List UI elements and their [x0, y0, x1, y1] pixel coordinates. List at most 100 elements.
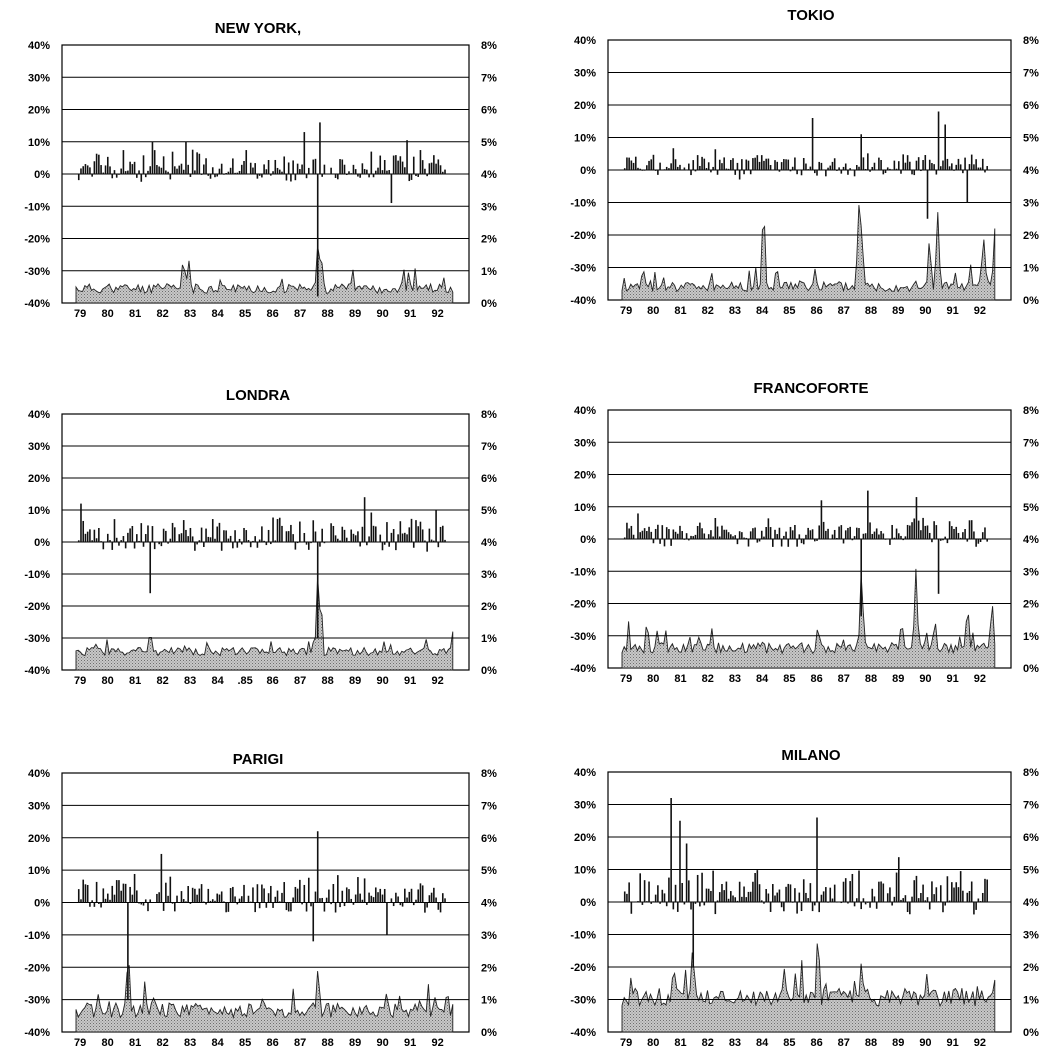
- x-tick-label: 85: [783, 305, 795, 317]
- right-tick-label: 0%: [1023, 295, 1039, 307]
- x-tick-label: 89: [892, 673, 904, 685]
- x-tick-label: 80: [102, 1037, 114, 1047]
- right-tick-label: 8%: [1023, 767, 1039, 779]
- left-tick-label: 10%: [28, 865, 50, 877]
- right-tick-label: 1%: [1023, 631, 1039, 643]
- right-tick-label: 4%: [481, 537, 497, 549]
- right-tick-label: 1%: [1023, 263, 1039, 275]
- x-tick-label: 88: [322, 675, 334, 687]
- x-tick-label: 85: [783, 673, 795, 685]
- right-tick-label: 2%: [481, 234, 497, 246]
- left-tick-label: 40%: [28, 409, 50, 421]
- right-tick-label: 0%: [1023, 1027, 1039, 1039]
- x-tick-label: 91: [404, 1037, 416, 1047]
- x-tick-label: 79: [620, 1037, 632, 1047]
- right-tick-label: 7%: [1023, 68, 1039, 80]
- x-tick-label: 90: [919, 673, 931, 685]
- x-tick-label: 87: [294, 675, 306, 687]
- x-tick-label: 82: [702, 673, 714, 685]
- left-tick-label: 20%: [28, 473, 50, 485]
- right-tick-label: 7%: [481, 72, 497, 84]
- x-tick-label: 86: [810, 1037, 822, 1047]
- left-tick-label: -20%: [570, 962, 596, 974]
- chart-panel: FRANCOFORTE 40% 8% 30% 7% 20% 6% 10% 5% 0% 4% -10% 3…: [570, 380, 1039, 685]
- x-tick-label: 89: [892, 1037, 904, 1047]
- x-tick-label: 84: [756, 673, 769, 685]
- x-tick-label: 82: [702, 1037, 714, 1047]
- x-tick-label: 79: [74, 675, 86, 687]
- left-tick-label: 30%: [574, 800, 596, 812]
- right-tick-label: 7%: [481, 800, 497, 812]
- left-tick-label: -10%: [24, 201, 50, 213]
- left-tick-label: 0%: [580, 534, 596, 546]
- left-tick-label: 20%: [28, 833, 50, 845]
- x-tick-label: 81: [129, 675, 141, 687]
- x-tick-label: 88: [865, 305, 877, 317]
- left-tick-label: 20%: [574, 470, 596, 482]
- left-tick-label: 40%: [28, 40, 50, 52]
- right-tick-label: 8%: [1023, 35, 1039, 47]
- x-tick-label: 85: [239, 308, 251, 320]
- right-tick-label: 5%: [1023, 865, 1039, 877]
- right-tick-label: 4%: [1023, 897, 1039, 909]
- x-tick-label: 92: [432, 1037, 444, 1047]
- left-tick-label: 0%: [34, 169, 50, 181]
- right-tick-label: 1%: [481, 633, 497, 645]
- x-tick-label: 92: [974, 1037, 986, 1047]
- right-tick-label: 8%: [481, 40, 497, 52]
- right-tick-label: 6%: [481, 473, 497, 485]
- x-tick-label: 84: [212, 675, 225, 687]
- right-tick-label: 3%: [1023, 930, 1039, 942]
- x-tick-label: 80: [647, 673, 659, 685]
- right-tick-label: 6%: [481, 833, 497, 845]
- x-tick-label: 90: [377, 675, 389, 687]
- right-tick-label: 3%: [1023, 566, 1039, 578]
- x-tick-label: 83: [184, 1037, 196, 1047]
- right-tick-label: 8%: [481, 409, 497, 421]
- right-tick-label: 4%: [481, 898, 497, 910]
- right-tick-label: 7%: [1023, 800, 1039, 812]
- left-tick-label: -40%: [570, 1027, 596, 1039]
- right-tick-label: 3%: [1023, 198, 1039, 210]
- left-tick-label: 0%: [580, 165, 596, 177]
- right-tick-label: 6%: [1023, 470, 1039, 482]
- left-tick-label: 10%: [574, 133, 596, 145]
- x-tick-label: 91: [947, 305, 959, 317]
- chart-panel: NEW YORK, 40% 8% 30% 7% 20% 6% 10% 5% 0% 4% -10% 3% -…: [24, 20, 497, 320]
- left-tick-label: 30%: [574, 437, 596, 449]
- chart-title: PARIGI: [233, 751, 284, 768]
- x-tick-label: 88: [865, 673, 877, 685]
- left-tick-label: -30%: [24, 995, 50, 1007]
- x-tick-label: .85: [237, 675, 252, 687]
- left-tick-label: -40%: [24, 1027, 50, 1039]
- left-tick-label: 0%: [580, 897, 596, 909]
- left-tick-label: -40%: [570, 295, 596, 307]
- x-tick-label: 84: [756, 1037, 769, 1047]
- right-tick-label: 1%: [481, 266, 497, 278]
- left-tick-label: 20%: [28, 105, 50, 117]
- chart-panel: MILANO 40% 8% 30% 7% 20% 6% 10% 5% 0% 4% -10% 3% -20%…: [570, 747, 1039, 1047]
- x-tick-label: 79: [74, 1037, 86, 1047]
- left-tick-label: -20%: [24, 601, 50, 613]
- right-tick-label: 3%: [481, 930, 497, 942]
- right-tick-label: 0%: [481, 298, 497, 310]
- x-tick-label: 89: [349, 675, 361, 687]
- x-tick-label: 87: [838, 1037, 850, 1047]
- right-tick-label: 6%: [1023, 832, 1039, 844]
- x-tick-label: 83: [729, 1037, 741, 1047]
- x-tick-label: 91: [947, 1037, 959, 1047]
- right-tick-label: 4%: [1023, 534, 1039, 546]
- x-tick-label: 82: [702, 305, 714, 317]
- right-tick-label: 5%: [1023, 133, 1039, 145]
- chart-panel: TOKIO 40% 8% 30% 7% 20% 6% 10% 5% 0% 4% -10% 3% -20% 2…: [570, 7, 1039, 317]
- x-tick-label: 90: [377, 1037, 389, 1047]
- x-tick-label: 91: [404, 308, 416, 320]
- left-tick-label: -30%: [570, 995, 596, 1007]
- x-tick-label: 81: [129, 308, 141, 320]
- x-tick-label: 84: [212, 308, 225, 320]
- x-tick-label: 86: [810, 673, 822, 685]
- left-tick-label: -10%: [570, 930, 596, 942]
- left-tick-label: -30%: [570, 263, 596, 275]
- left-tick-label: 10%: [574, 502, 596, 514]
- x-tick-label: 79: [620, 673, 632, 685]
